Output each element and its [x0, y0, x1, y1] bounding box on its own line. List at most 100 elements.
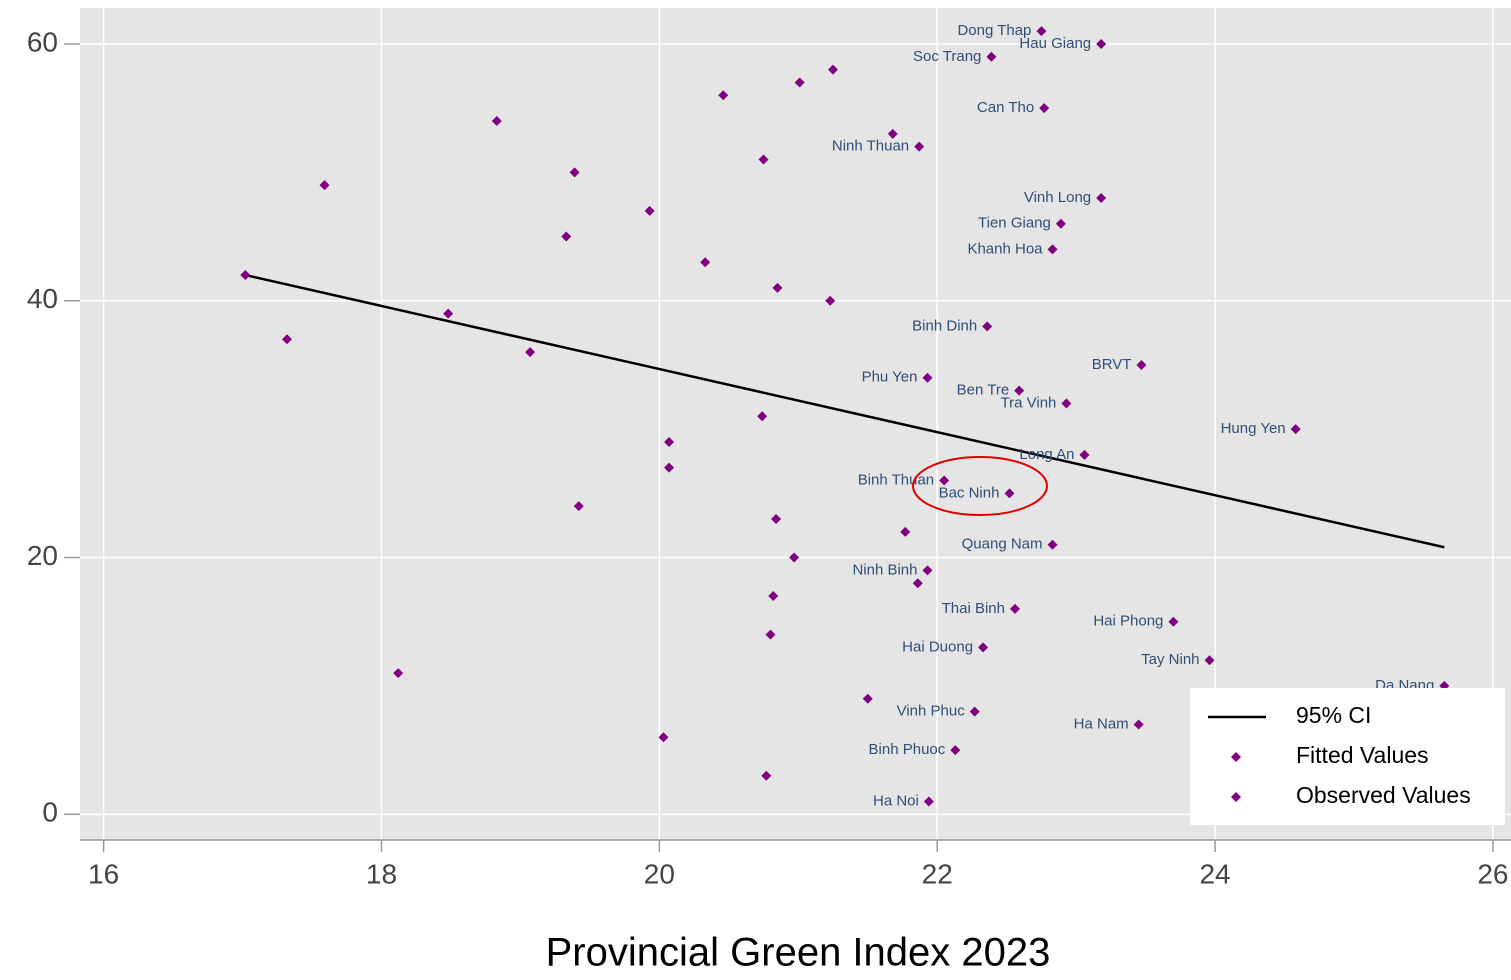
point-label: Binh Dinh — [912, 317, 977, 334]
legend-swatch — [1231, 752, 1241, 762]
point — [1047, 539, 1058, 550]
legend-label: Observed Values — [1296, 782, 1471, 808]
y-tick-label: 40 — [27, 283, 58, 314]
highlight-ellipse — [912, 456, 1048, 516]
x-tick-label: 26 — [1477, 858, 1508, 889]
point — [923, 796, 934, 807]
point-label: Tra Vinh — [1001, 394, 1057, 411]
x-tick-label: 22 — [922, 858, 953, 889]
point — [950, 745, 961, 756]
point — [986, 51, 997, 62]
point — [757, 411, 768, 422]
point — [569, 167, 580, 178]
point — [922, 372, 933, 383]
point-label: Ninh Binh — [852, 561, 917, 578]
point — [825, 295, 836, 306]
point — [240, 270, 251, 281]
point-label: Khanh Hoa — [967, 240, 1043, 257]
y-tick-label: 0 — [42, 797, 58, 828]
point — [914, 141, 925, 152]
point — [887, 128, 898, 139]
point — [969, 706, 980, 717]
point — [982, 321, 993, 332]
point — [794, 77, 805, 88]
point — [491, 115, 502, 126]
point — [1047, 244, 1058, 255]
y-tick-label: 60 — [27, 26, 58, 57]
point — [939, 475, 950, 486]
y-tick-label: 20 — [27, 540, 58, 571]
point-label: Can Tho — [977, 99, 1034, 116]
point-label: Ben Tre — [957, 382, 1010, 399]
point — [1061, 398, 1072, 409]
point — [1079, 449, 1090, 460]
point-label: Tay Ninh — [1141, 651, 1199, 668]
point — [1136, 359, 1147, 370]
point — [1039, 103, 1050, 114]
legend-label: 95% CI — [1296, 702, 1371, 728]
point — [1168, 616, 1179, 627]
point — [789, 552, 800, 563]
point — [978, 642, 989, 653]
point — [1055, 218, 1066, 229]
point — [1290, 424, 1301, 435]
point-label: BRVT — [1092, 356, 1132, 373]
point-label: Long An — [1019, 446, 1074, 463]
point-label: Ha Nam — [1074, 715, 1129, 732]
point — [658, 732, 669, 743]
x-tick-label: 24 — [1199, 858, 1230, 889]
point-label: Phu Yen — [862, 369, 918, 386]
point — [1036, 26, 1047, 37]
point — [772, 282, 783, 293]
x-tick-label: 16 — [88, 858, 119, 889]
point-label: Hung Yen — [1221, 420, 1286, 437]
point-label: Ninh Thuan — [832, 138, 909, 155]
point — [1133, 719, 1144, 730]
point — [900, 526, 911, 537]
point-label: Dong Thap — [957, 22, 1031, 39]
point — [862, 693, 873, 704]
point-label: Vinh Long — [1024, 189, 1091, 206]
point — [718, 90, 729, 101]
point — [1004, 488, 1015, 499]
point — [1204, 655, 1215, 666]
point — [443, 308, 454, 319]
point-label: Vinh Phuc — [897, 703, 966, 720]
point-label: Quang Nam — [962, 536, 1043, 553]
point — [761, 770, 772, 781]
point-label: Hau Giang — [1019, 35, 1091, 52]
point-label: Soc Trang — [913, 48, 981, 65]
x-tick-label: 20 — [644, 858, 675, 889]
point-label: Thai Binh — [942, 600, 1005, 617]
point-label: Bac Ninh — [939, 484, 1000, 501]
point — [561, 231, 572, 242]
point — [393, 668, 404, 679]
point — [922, 565, 933, 576]
point — [912, 578, 923, 589]
point — [1014, 385, 1025, 396]
legend-swatch — [1231, 792, 1241, 802]
legend-label: Fitted Values — [1296, 742, 1429, 768]
point — [664, 436, 675, 447]
point — [664, 462, 675, 473]
point — [828, 64, 839, 75]
point — [1096, 193, 1107, 204]
point-label: Hai Duong — [902, 638, 973, 655]
point — [319, 180, 330, 191]
point-label: Binh Thuan — [858, 471, 934, 488]
point — [758, 154, 769, 165]
point — [768, 591, 779, 602]
fit-line — [245, 273, 1445, 549]
point-label: Tien Giang — [978, 215, 1051, 232]
point — [1010, 603, 1021, 614]
point — [525, 347, 536, 358]
point — [765, 629, 776, 640]
point-label: Binh Phuoc — [869, 741, 946, 758]
point — [1096, 38, 1107, 49]
point-label: Ha Noi — [873, 792, 919, 809]
point — [771, 514, 782, 525]
point-label: Hai Phong — [1093, 613, 1163, 630]
point — [573, 501, 584, 512]
point — [282, 334, 293, 345]
